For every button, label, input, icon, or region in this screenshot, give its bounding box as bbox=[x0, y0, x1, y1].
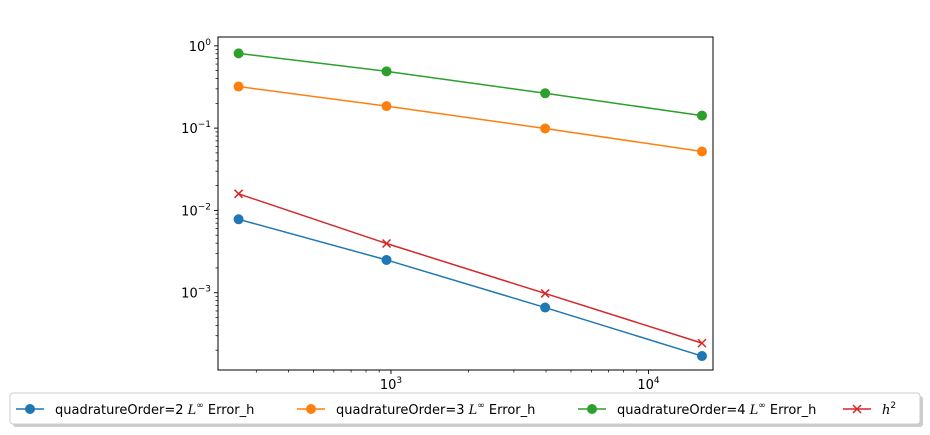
series-4-point-stroke-b bbox=[381, 238, 392, 249]
series-3-point bbox=[381, 66, 392, 77]
y-tick-label-exp: −2 bbox=[198, 202, 211, 212]
y-tick-label: 10−1 bbox=[181, 120, 211, 137]
series-4-point bbox=[540, 288, 550, 298]
series-3-point bbox=[540, 88, 551, 99]
series-2-line bbox=[238, 85, 703, 153]
series-4-point bbox=[697, 338, 707, 348]
x-tick-label: 104 bbox=[637, 376, 660, 393]
legend-label-tail: Error_h bbox=[766, 403, 817, 418]
y-tick-label: 100 bbox=[189, 38, 212, 55]
series-3-point bbox=[696, 110, 707, 121]
legend: quadratureOrder=2 L∞ Error_h quadratureOr… bbox=[9, 392, 923, 427]
legend-label-sup: 2 bbox=[890, 401, 896, 411]
x-axis: 103 104 bbox=[255, 370, 660, 393]
series-1 bbox=[233, 214, 707, 362]
legend-swatch-marker bbox=[587, 404, 597, 414]
series-4-point-stroke-b bbox=[540, 288, 550, 298]
legend-swatch-marker-stroke-b bbox=[852, 404, 862, 414]
legend-item-4: h2 bbox=[843, 401, 896, 418]
series-2-point bbox=[233, 81, 244, 92]
series-1-point bbox=[233, 214, 244, 225]
plot-frame bbox=[217, 36, 714, 371]
series-4-point-stroke-b bbox=[234, 189, 244, 199]
x-tick-label-exp: 4 bbox=[654, 376, 660, 386]
y-tick-label-exp: −3 bbox=[198, 285, 211, 295]
series-layer bbox=[233, 48, 707, 362]
legend-label-tail: Error_h bbox=[485, 403, 536, 418]
series-2-point bbox=[381, 101, 392, 112]
legend-label-main: quadratureOrder=3 bbox=[336, 403, 469, 418]
plot-area bbox=[218, 37, 713, 370]
series-2-point bbox=[696, 146, 707, 157]
legend-swatch-marker bbox=[306, 404, 316, 414]
y-tick-label-base: 10 bbox=[181, 287, 198, 302]
legend-label-math: L bbox=[749, 403, 759, 418]
series-3-point bbox=[233, 48, 244, 59]
x-tick-label-base: 10 bbox=[637, 378, 654, 393]
series-1-line bbox=[238, 218, 703, 357]
legend-swatch-marker bbox=[25, 404, 35, 414]
legend-label-main: quadratureOrder=2 bbox=[55, 403, 188, 418]
legend-label: quadratureOrder=3 L∞ Error_h bbox=[336, 401, 535, 418]
series-4-point bbox=[234, 189, 244, 199]
y-tick-label-base: 10 bbox=[181, 122, 198, 137]
series-4-line bbox=[238, 193, 703, 344]
y-tick-label-base: 10 bbox=[181, 204, 198, 219]
series-1-point bbox=[540, 302, 551, 313]
legend-label-math: L bbox=[468, 403, 478, 418]
series-4-point bbox=[381, 238, 392, 249]
y-tick-label: 10−2 bbox=[181, 202, 211, 219]
legend-item-1: quadratureOrder=2 L∞ Error_h bbox=[16, 401, 254, 418]
legend-label-math: h bbox=[882, 403, 890, 418]
legend-label-math: L bbox=[187, 403, 197, 418]
series-3 bbox=[233, 48, 707, 121]
legend-label: quadratureOrder=4 L∞ Error_h bbox=[617, 401, 816, 418]
series-4-point-stroke-b bbox=[697, 338, 707, 348]
legend-label-sup: ∞ bbox=[196, 401, 204, 411]
legend-label-sup: ∞ bbox=[758, 401, 766, 411]
legend-item-3: quadratureOrder=4 L∞ Error_h bbox=[578, 401, 816, 418]
legend-label: quadratureOrder=2 L∞ Error_h bbox=[55, 401, 254, 418]
legend-item-2: quadratureOrder=3 L∞ Error_h bbox=[297, 401, 535, 418]
legend-items: quadratureOrder=2 L∞ Error_h quadratureOr… bbox=[16, 401, 896, 418]
y-tick-label-exp: −1 bbox=[198, 120, 211, 130]
y-tick-label-base: 10 bbox=[189, 40, 206, 55]
legend-label: h2 bbox=[882, 401, 896, 418]
series-4 bbox=[234, 189, 707, 348]
series-1-point bbox=[696, 351, 707, 362]
series-1-point bbox=[381, 254, 392, 265]
series-2 bbox=[233, 81, 707, 157]
series-3-line bbox=[238, 52, 703, 117]
legend-label-main: quadratureOrder=4 bbox=[617, 403, 750, 418]
y-tick-label-exp: 0 bbox=[205, 38, 211, 48]
legend-box bbox=[9, 392, 921, 425]
legend-label-sup: ∞ bbox=[477, 401, 485, 411]
series-2-point bbox=[540, 123, 551, 134]
legend-swatch-marker bbox=[852, 404, 862, 414]
x-tick-label: 103 bbox=[380, 376, 402, 393]
x-tick-label-base: 10 bbox=[380, 378, 397, 393]
legend-label-tail: Error_h bbox=[204, 403, 255, 418]
y-tick-label: 10−3 bbox=[181, 285, 211, 302]
x-tick-label-exp: 3 bbox=[396, 376, 402, 386]
